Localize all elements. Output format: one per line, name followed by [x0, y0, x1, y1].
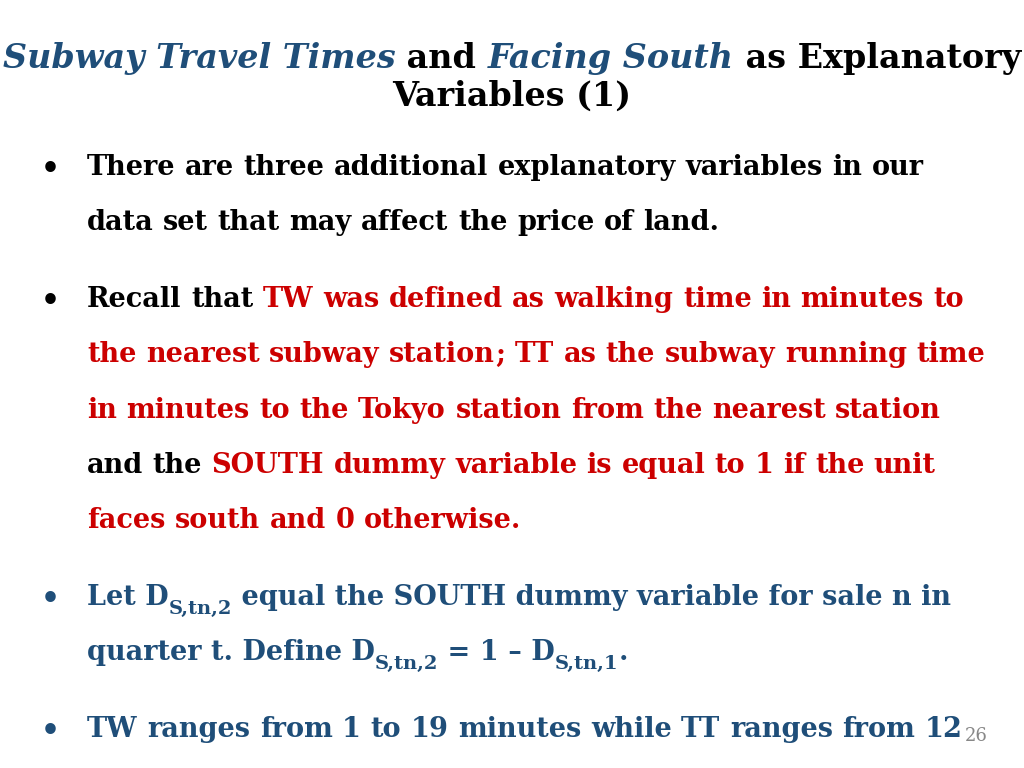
Text: •: •	[41, 286, 60, 315]
Text: and: and	[269, 508, 326, 535]
Text: Recall: Recall	[87, 286, 181, 313]
Text: 0: 0	[335, 508, 354, 535]
Text: the: the	[299, 397, 348, 424]
Text: as: as	[512, 286, 545, 313]
Text: the: the	[458, 210, 508, 237]
Text: •: •	[41, 584, 60, 613]
Text: •: •	[41, 154, 60, 183]
Text: S,tn,2: S,tn,2	[169, 600, 232, 617]
Text: Tokyo: Tokyo	[358, 397, 445, 424]
Text: and: and	[87, 452, 143, 479]
Text: variable: variable	[455, 452, 578, 479]
Text: data: data	[87, 210, 154, 237]
Text: the: the	[153, 452, 202, 479]
Text: while: while	[591, 717, 672, 743]
Text: as: as	[563, 342, 596, 369]
Text: dummy: dummy	[334, 452, 445, 479]
Text: may: may	[290, 210, 351, 237]
Text: the: the	[87, 342, 136, 369]
Text: .: .	[618, 640, 628, 667]
Text: to: to	[259, 397, 290, 424]
Text: Let D: Let D	[87, 584, 169, 611]
Text: price: price	[517, 210, 594, 237]
Text: from: from	[570, 397, 644, 424]
Text: of: of	[604, 210, 634, 237]
Text: in: in	[87, 397, 117, 424]
Text: to: to	[715, 452, 745, 479]
Text: additional: additional	[334, 154, 488, 181]
Text: south: south	[175, 508, 260, 535]
Text: minutes: minutes	[126, 397, 250, 424]
Text: set: set	[163, 210, 208, 237]
Text: ;: ;	[496, 342, 505, 369]
Text: S,tn,2: S,tn,2	[375, 655, 438, 673]
Text: that: that	[218, 210, 280, 237]
Text: 1: 1	[342, 717, 361, 743]
Text: affect: affect	[361, 210, 449, 237]
Text: to: to	[933, 286, 964, 313]
Text: TW: TW	[263, 286, 313, 313]
Text: walking: walking	[555, 286, 674, 313]
Text: subway: subway	[665, 342, 775, 369]
Text: TT: TT	[515, 342, 554, 369]
Text: nearest: nearest	[145, 342, 260, 369]
Text: TT: TT	[681, 717, 721, 743]
Text: the: the	[815, 452, 864, 479]
Text: There: There	[87, 154, 175, 181]
Text: TW: TW	[87, 717, 137, 743]
Text: from: from	[843, 717, 915, 743]
Text: our: our	[871, 154, 924, 181]
Text: is: is	[587, 452, 612, 479]
Text: station: station	[389, 342, 496, 369]
Text: equal: equal	[622, 452, 706, 479]
Text: the: the	[653, 397, 702, 424]
Text: = 1 – D: = 1 – D	[438, 640, 555, 667]
Text: to: to	[371, 717, 401, 743]
Text: •: •	[41, 717, 60, 745]
Text: running: running	[784, 342, 907, 369]
Text: unit: unit	[873, 452, 936, 479]
Text: minutes: minutes	[458, 717, 582, 743]
Text: station: station	[836, 397, 941, 424]
Text: time: time	[916, 342, 985, 369]
Text: ranges: ranges	[730, 717, 833, 743]
Text: quarter t. Define D: quarter t. Define D	[87, 640, 375, 667]
Text: nearest: nearest	[712, 397, 825, 424]
Text: and: and	[395, 42, 488, 75]
Text: 12: 12	[925, 717, 963, 743]
Text: time: time	[683, 286, 752, 313]
Text: ranges: ranges	[147, 717, 250, 743]
Text: explanatory: explanatory	[498, 154, 676, 181]
Text: land.: land.	[643, 210, 719, 237]
Text: subway: subway	[269, 342, 380, 369]
Text: Subway Travel Times: Subway Travel Times	[3, 42, 395, 75]
Text: defined: defined	[388, 286, 503, 313]
Text: the: the	[606, 342, 655, 369]
Text: in: in	[833, 154, 862, 181]
Text: was: was	[323, 286, 379, 313]
Text: S,tn,1: S,tn,1	[555, 655, 618, 673]
Text: otherwise.: otherwise.	[364, 508, 521, 535]
Text: variables: variables	[685, 154, 823, 181]
Text: 1: 1	[755, 452, 774, 479]
Text: minutes: minutes	[801, 286, 924, 313]
Text: station: station	[456, 397, 561, 424]
Text: are: are	[185, 154, 234, 181]
Text: equal the SOUTH dummy variable for sale n in: equal the SOUTH dummy variable for sale …	[232, 584, 951, 611]
Text: from: from	[260, 717, 333, 743]
Text: that: that	[190, 286, 253, 313]
Text: SOUTH: SOUTH	[212, 452, 325, 479]
Text: three: three	[244, 154, 325, 181]
Text: 26: 26	[966, 727, 988, 745]
Text: faces: faces	[87, 508, 166, 535]
Text: if: if	[783, 452, 806, 479]
Text: in: in	[761, 286, 791, 313]
Text: 19: 19	[411, 717, 449, 743]
Text: Facing South: Facing South	[488, 42, 734, 75]
Text: Variables (1): Variables (1)	[392, 79, 632, 112]
Text: as Explanatory: as Explanatory	[734, 42, 1021, 75]
